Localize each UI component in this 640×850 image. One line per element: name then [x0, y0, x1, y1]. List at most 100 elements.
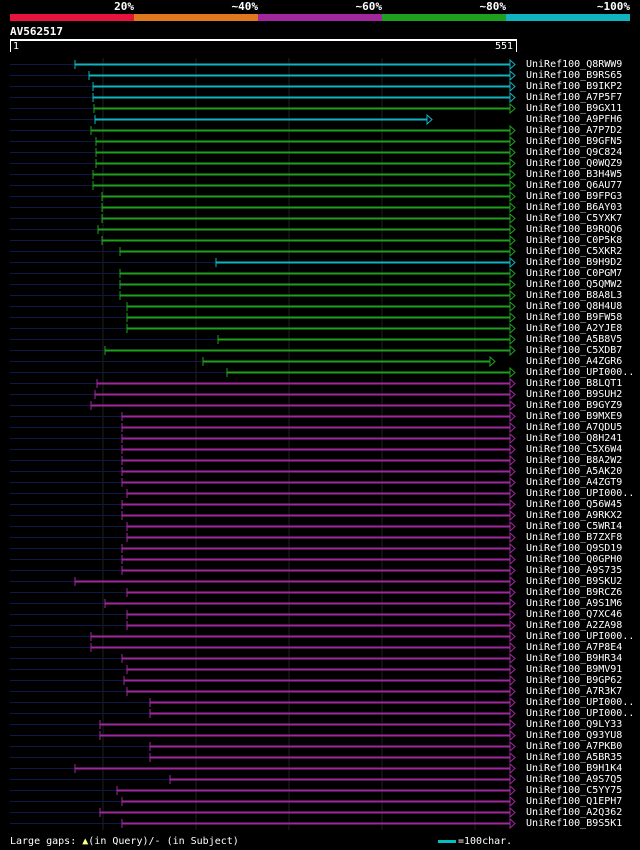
hit-arrow-icon	[509, 190, 516, 203]
hit-label[interactable]: UniRef100_A5AK20	[526, 466, 623, 477]
hit-arrow-icon	[509, 784, 516, 797]
hit-label[interactable]: UniRef100_Q9C824	[526, 147, 623, 158]
hit-label[interactable]: UniRef100_Q0WQZ9	[526, 158, 623, 169]
hit-arrow-icon	[509, 619, 516, 632]
hit-label[interactable]: UniRef100_C5XDB7	[526, 345, 623, 356]
hit-label[interactable]: UniRef100_A4ZGR6	[526, 356, 623, 367]
hit-label[interactable]: UniRef100_Q56W45	[526, 499, 623, 510]
hit-label[interactable]: UniRef100_C5X6W4	[526, 444, 623, 455]
hit-label[interactable]: UniRef100_A9RKX2	[526, 510, 623, 521]
hit-arrow-icon	[509, 740, 516, 753]
hit-label[interactable]: UniRef100_A9S735	[526, 565, 623, 576]
hit-arrow-icon	[509, 762, 516, 775]
hit-label[interactable]: UniRef100_Q7XC46	[526, 609, 623, 620]
hit-label[interactable]: UniRef100_UPI000..	[526, 631, 635, 642]
hit-arrow-icon	[509, 311, 516, 324]
hit-label[interactable]: UniRef100_A7P7D2	[526, 125, 623, 136]
hit-arrow-icon	[509, 366, 516, 379]
hit-label[interactable]: UniRef100_B9FPG3	[526, 191, 623, 202]
hit-arrow-icon	[509, 531, 516, 544]
hit-label[interactable]: UniRef100_B9MV91	[526, 664, 623, 675]
hit-label[interactable]: UniRef100_B9GX11	[526, 103, 623, 114]
hit-label[interactable]: UniRef100_A7P8E4	[526, 642, 623, 653]
hit-label[interactable]: UniRef100_B8A8L3	[526, 290, 623, 301]
hit-label[interactable]: UniRef100_A9S1M6	[526, 598, 623, 609]
hit-label[interactable]: UniRef100_A7P5F7	[526, 92, 623, 103]
footer-gaps-prefix: Large gaps:	[10, 836, 83, 847]
hit-label[interactable]: UniRef100_A2Q362	[526, 807, 623, 818]
hit-label[interactable]: UniRef100_B9H9D2	[526, 257, 623, 268]
hit-label[interactable]: UniRef100_B7ZXF8	[526, 532, 623, 543]
hit-label[interactable]: UniRef100_A2ZA98	[526, 620, 623, 631]
hit-label[interactable]: UniRef100_UPI000..	[526, 708, 635, 719]
hit-arrow-icon	[509, 256, 516, 269]
legend-segment	[10, 14, 134, 21]
hit-label[interactable]: UniRef100_C0P5K8	[526, 235, 623, 246]
hit-label[interactable]: UniRef100_B9HR34	[526, 653, 623, 664]
hit-label[interactable]: UniRef100_A5BR35	[526, 752, 623, 763]
footer-legend: Large gaps: ▲(in Query)/- (in Subject)	[10, 836, 239, 847]
hit-label[interactable]: UniRef100_Q6AU77	[526, 180, 623, 191]
ruler-end-tick	[516, 40, 517, 52]
query-id: AV562517	[10, 25, 63, 38]
hit-label[interactable]: UniRef100_A5B8V5	[526, 334, 623, 345]
hit-label[interactable]: UniRef100_B9RCZ6	[526, 587, 623, 598]
hit-label[interactable]: UniRef100_B9SUH2	[526, 389, 623, 400]
hit-label[interactable]: UniRef100_Q9LY33	[526, 719, 623, 730]
hit-label[interactable]: UniRef100_B9IKP2	[526, 81, 623, 92]
hit-label[interactable]: UniRef100_B3H4W5	[526, 169, 623, 180]
hit-label[interactable]: UniRef100_C0PGM7	[526, 268, 623, 279]
hit-label[interactable]: UniRef100_UPI000..	[526, 367, 635, 378]
hit-arrow-icon	[509, 509, 516, 522]
hit-label[interactable]: UniRef100_Q9SD19	[526, 543, 623, 554]
hit-label[interactable]: UniRef100_C5WRI4	[526, 521, 623, 532]
hit-label[interactable]: UniRef100_Q8RWW9	[526, 59, 623, 70]
hit-arrow-icon	[509, 421, 516, 434]
hit-label[interactable]: UniRef100_B9SKU2	[526, 576, 623, 587]
hit-arrow-icon	[509, 80, 516, 93]
hit-label[interactable]: UniRef100_A9PFH6	[526, 114, 623, 125]
hit-label[interactable]: UniRef100_Q8H4U8	[526, 301, 623, 312]
hit-arrow-icon	[509, 289, 516, 302]
footer-gaps-sep: -	[154, 836, 167, 847]
hit-label[interactable]: UniRef100_B9FW58	[526, 312, 623, 323]
hit-label[interactable]: UniRef100_Q93YU8	[526, 730, 623, 741]
hit-label[interactable]: UniRef100_Q1EPH7	[526, 796, 623, 807]
hit-label[interactable]: UniRef100_B9S5K1	[526, 818, 623, 829]
hit-label[interactable]: UniRef100_B9MXE9	[526, 411, 623, 422]
hit-label[interactable]: UniRef100_B9GYZ9	[526, 400, 623, 411]
hit-label[interactable]: UniRef100_A7PKB0	[526, 741, 623, 752]
hit-arrow-icon	[509, 410, 516, 423]
hit-label[interactable]: UniRef100_A4ZGT9	[526, 477, 623, 488]
hit-label[interactable]: UniRef100_Q0GPH0	[526, 554, 623, 565]
hit-label[interactable]: UniRef100_Q8H241	[526, 433, 623, 444]
hit-label[interactable]: UniRef100_A7QDU5	[526, 422, 623, 433]
hit-label[interactable]: UniRef100_B6AY03	[526, 202, 623, 213]
hit-arrow-icon	[509, 520, 516, 533]
hit-label[interactable]: UniRef100_B9GP62	[526, 675, 623, 686]
hit-label[interactable]: UniRef100_B8LQT1	[526, 378, 623, 389]
hit-arrow-icon	[509, 344, 516, 357]
identity-legend-bar	[10, 14, 630, 21]
legend-label: ~80%	[479, 0, 507, 13]
hit-label[interactable]: UniRef100_C5YXK7	[526, 213, 623, 224]
hit-arrow-icon	[509, 553, 516, 566]
hit-arrow-icon	[509, 91, 516, 104]
ruler-start-label: 1	[13, 41, 20, 52]
hit-label[interactable]: UniRef100_B9RQQ6	[526, 224, 623, 235]
scale-bar	[438, 839, 456, 843]
hit-label[interactable]: UniRef100_B9RS65	[526, 70, 623, 81]
hit-label[interactable]: UniRef100_Q5QMW2	[526, 279, 623, 290]
hit-label[interactable]: UniRef100_B8A2W2	[526, 455, 623, 466]
hit-label[interactable]: UniRef100_UPI000..	[526, 488, 635, 499]
hit-arrow-icon	[509, 476, 516, 489]
hit-label[interactable]: UniRef100_UPI000..	[526, 697, 635, 708]
hit-label[interactable]: UniRef100_B9H1K4	[526, 763, 623, 774]
hit-label[interactable]: UniRef100_C5XKR2	[526, 246, 623, 257]
hit-label[interactable]: UniRef100_B9GFN5	[526, 136, 623, 147]
hit-label[interactable]: UniRef100_A9S7Q5	[526, 774, 623, 785]
hit-arrow-icon	[509, 564, 516, 577]
hit-label[interactable]: UniRef100_C5YY75	[526, 785, 623, 796]
hit-label[interactable]: UniRef100_A7R3K7	[526, 686, 623, 697]
hit-label[interactable]: UniRef100_A2YJE8	[526, 323, 623, 334]
